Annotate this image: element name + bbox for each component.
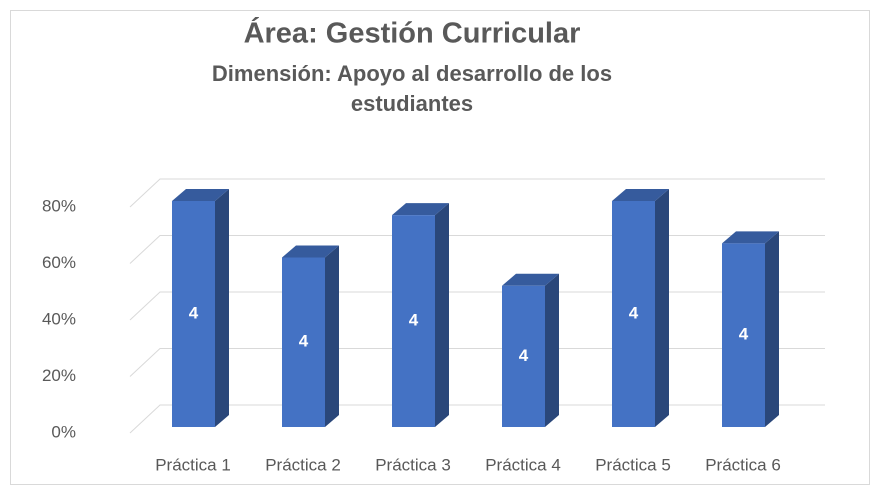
y-tick-label: 0% <box>51 422 76 441</box>
bar-side <box>765 231 779 427</box>
bar <box>722 231 779 427</box>
bar <box>392 203 449 427</box>
bar-front <box>282 257 325 427</box>
x-tick-label: Práctica 3 <box>375 455 451 474</box>
bar-label: 4 <box>629 303 639 322</box>
bar-label: 4 <box>739 325 749 344</box>
bar-side <box>435 203 449 427</box>
bar-top <box>392 203 449 216</box>
bar-top <box>282 245 339 258</box>
bar-label: 4 <box>409 311 419 330</box>
x-tick-label: Práctica 2 <box>265 455 341 474</box>
bar <box>612 189 669 427</box>
bar-label: 4 <box>519 346 529 365</box>
chart-subtitle: Dimensión: Apoyo al desarrollo de los <box>212 61 612 86</box>
y-tick-label: 40% <box>42 309 76 328</box>
bar-top <box>172 189 229 201</box>
bar-label: 4 <box>189 303 199 322</box>
x-tick-label: Práctica 4 <box>485 455 561 474</box>
grid-line <box>129 404 825 434</box>
bar-front <box>172 201 215 427</box>
bar-side <box>545 273 559 427</box>
x-tick-label: Práctica 1 <box>155 455 231 474</box>
bar <box>282 245 339 427</box>
bar-label: 4 <box>299 332 309 351</box>
grid-line <box>129 235 825 264</box>
bar-front <box>722 243 765 427</box>
bar-side <box>655 189 669 427</box>
bar <box>502 273 559 427</box>
bar-top <box>722 231 779 244</box>
grid-line <box>129 348 825 377</box>
bar-front <box>612 201 655 427</box>
bar-top <box>502 273 559 286</box>
y-tick-label: 60% <box>42 253 76 272</box>
x-tick-label: Práctica 5 <box>595 455 671 474</box>
y-tick-label: 80% <box>42 196 76 215</box>
x-tick-label: Práctica 6 <box>705 455 781 474</box>
chart-title: Área: Gestión Curricular <box>244 16 581 50</box>
bar-top <box>612 189 669 201</box>
bar-front <box>502 285 545 427</box>
chart-subtitle: estudiantes <box>351 91 473 116</box>
grid-line <box>129 291 825 321</box>
bar-side <box>215 189 229 427</box>
y-tick-label: 20% <box>42 366 76 385</box>
bar <box>172 189 229 427</box>
bar-front <box>392 215 435 427</box>
bar-side <box>325 245 339 427</box>
grid-line <box>129 178 825 208</box>
